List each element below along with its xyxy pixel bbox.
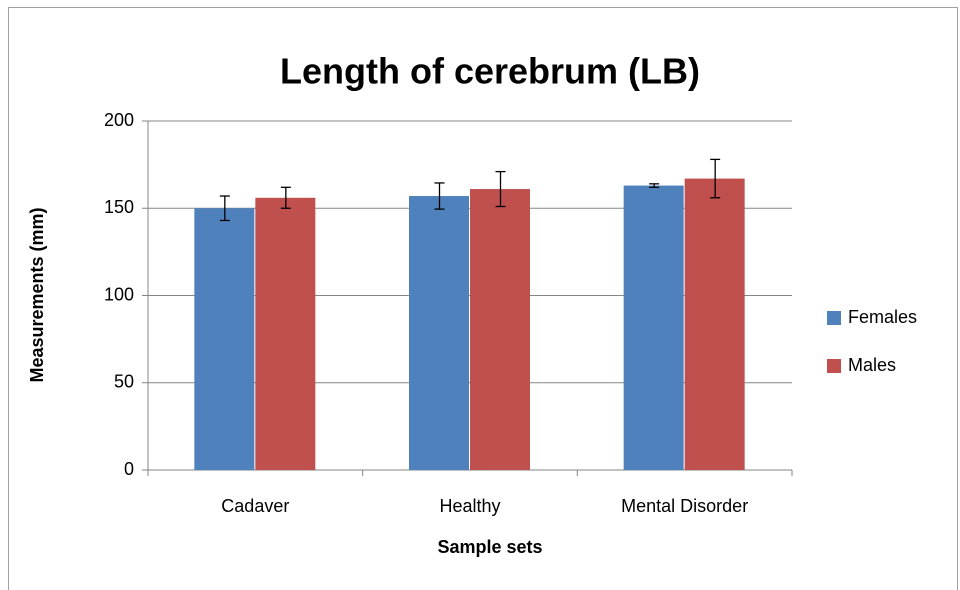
bar bbox=[255, 197, 316, 470]
legend-label: Females bbox=[848, 307, 917, 327]
y-tick-label: 200 bbox=[104, 110, 134, 130]
y-axis-label: Measurements (mm) bbox=[27, 207, 47, 382]
chart-title: Length of cerebrum (LB) bbox=[280, 51, 700, 92]
bar bbox=[623, 185, 684, 470]
bar bbox=[470, 189, 530, 470]
x-tick-label: Healthy bbox=[439, 496, 500, 516]
y-tick-label: 100 bbox=[104, 284, 134, 304]
x-axis-label: Sample sets bbox=[437, 537, 542, 557]
legend-label: Males bbox=[848, 355, 896, 375]
y-tick-label: 0 bbox=[124, 459, 134, 479]
bar bbox=[194, 208, 255, 470]
bar bbox=[684, 178, 745, 470]
legend-swatch bbox=[827, 311, 841, 325]
bar bbox=[409, 196, 469, 470]
legend-swatch bbox=[827, 359, 841, 373]
y-tick-label: 150 bbox=[104, 197, 134, 217]
y-tick-label: 50 bbox=[114, 372, 134, 392]
x-tick-label: Mental Disorder bbox=[621, 496, 748, 516]
x-tick-label: Cadaver bbox=[221, 496, 289, 516]
